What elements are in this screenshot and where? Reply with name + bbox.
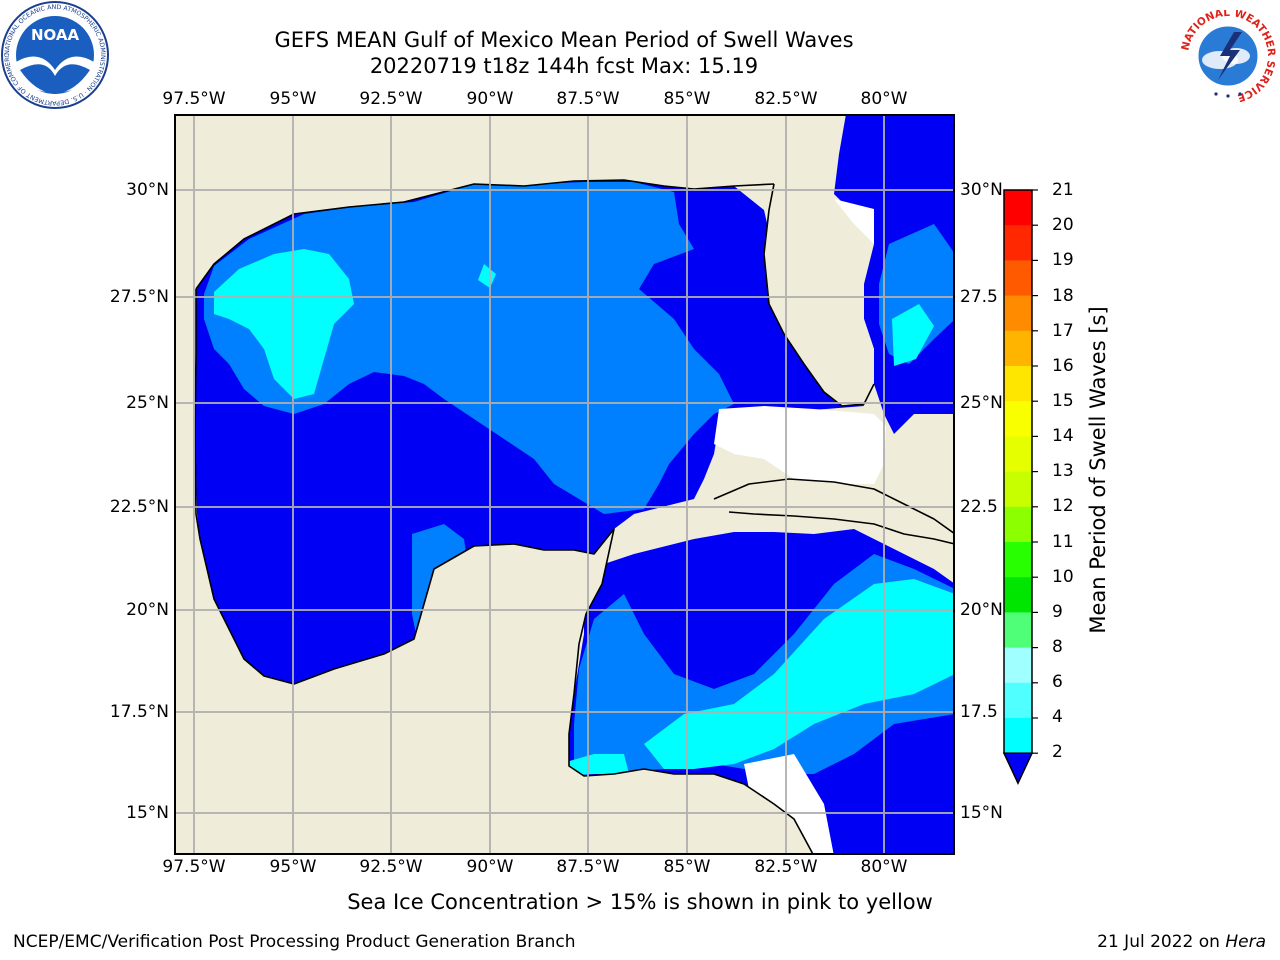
lat-label-right: 17.5 [960,702,998,722]
lon-label-top: 87.5°W [556,89,620,109]
footer-date-text: 21 Jul 2022 on [1097,932,1226,952]
noaa-logo: NATIONAL OCEANIC AND ATMOSPHERIC ADMINIS… [0,0,109,109]
lat-label-left: 25°N [126,393,169,413]
lon-label-bottom: 90°W [466,857,514,877]
colorbar-tick: 16 [1052,356,1074,376]
lat-label-right: 20°N [960,600,1003,620]
lon-label-top: 95°W [269,89,317,109]
footer-date: 21 Jul 2022 on Hera [1097,932,1266,952]
no-data-straits [714,406,886,484]
colorbar-tick: 20 [1052,215,1074,235]
colorbar-tick: 4 [1052,707,1063,727]
colorbar-segment [1004,366,1032,402]
lat-label-left: 22.5°N [109,497,169,517]
no-data-bahamas [834,199,874,244]
colorbar-segment [1004,718,1032,754]
colorbar-segment [1004,295,1032,332]
lat-label-left: 20°N [126,600,169,620]
colorbar-tick: 12 [1052,496,1074,516]
colorbar-segment [1004,401,1032,437]
lat-label-left: 15°N [126,803,169,823]
land-cuba [714,479,954,544]
colorbar-tick: 2 [1052,742,1063,762]
gulf-water-light [214,249,354,399]
map-subtitle: 20220719 t18z 144h fcst Max: 15.19 [369,54,759,78]
colorbar-label: Mean Period of Swell Waves [s] [1086,306,1110,634]
colorbar-tick: 14 [1052,426,1074,446]
colorbar-tick: 17 [1052,321,1074,341]
lon-label-top: 92.5°W [359,89,423,109]
footer-producer: NCEP/EMC/Verification Post Processing Pr… [13,932,576,952]
colorbar-segment [1004,647,1032,684]
lat-label-right: 27.5 [960,287,998,307]
colorbar-tick: 13 [1052,461,1074,481]
lat-label-left: 27.5°N [109,287,169,307]
footer-host: Hera [1225,932,1266,952]
lat-label-left: 17.5°N [109,702,169,722]
lon-label-bottom: 80°W [860,857,908,877]
colorbar-tick: 9 [1052,602,1063,622]
colorbar-tick: 18 [1052,286,1074,306]
lon-label-bottom: 87.5°W [556,857,620,877]
land-north-gulf [175,115,824,294]
colorbar-segment [1004,330,1032,367]
colorbar-segment [1004,190,1032,226]
lon-label-top: 80°W [860,89,908,109]
colorbar-segment [1004,542,1032,578]
colorbar-segment [1004,436,1032,473]
nws-logo: NATIONAL WEATHER SERVICE [1179,10,1277,102]
lon-label-bottom: 95°W [269,857,317,877]
colorbar-tick: 15 [1052,391,1074,411]
sea-ice-note: Sea Ice Concentration > 15% is shown in … [347,890,933,914]
lon-label-bottom: 97.5°W [162,857,226,877]
caribbean-water-light [644,579,954,769]
lon-label-top: 90°W [466,89,514,109]
lon-label-top: 85°W [663,89,711,109]
colorbar-segment [1004,577,1032,613]
colorbar [1002,189,1038,785]
lon-label-top: 82.5°W [754,89,818,109]
colorbar-segment [1004,612,1032,649]
colorbar-tick: 19 [1052,250,1074,270]
gulf-water-light-spot [478,264,496,288]
lat-label-right: 30°N [960,180,1003,200]
colorbar-tick: 8 [1052,637,1063,657]
colorbar-tick: 11 [1052,532,1074,552]
lon-label-bottom: 82.5°W [754,857,818,877]
colorbar-segment [1004,225,1032,261]
lat-label-right: 25°N [960,393,1003,413]
lat-label-right: 15°N [960,803,1003,823]
atlantic-water-light [892,304,934,366]
colorbar-segment [1004,506,1032,543]
lon-label-bottom: 92.5°W [359,857,423,877]
colorbar-segment [1004,682,1032,719]
map-title: GEFS MEAN Gulf of Mexico Mean Period of … [274,28,854,52]
colorbar-segment [1004,260,1032,297]
colorbar-extend-arrow [1002,752,1034,785]
colorbar-segment [1004,471,1032,508]
lat-label-left: 30°N [126,180,169,200]
land-florida [764,184,874,406]
map-panel [174,114,955,855]
lon-label-top: 97.5°W [162,89,226,109]
noaa-logo-text: NOAA [31,26,80,44]
colorbar-tick: 10 [1052,567,1074,587]
lat-label-right: 22.5 [960,497,998,517]
colorbar-tick: 21 [1052,180,1074,200]
colorbar-tick: 6 [1052,672,1063,692]
lon-label-bottom: 85°W [663,857,711,877]
